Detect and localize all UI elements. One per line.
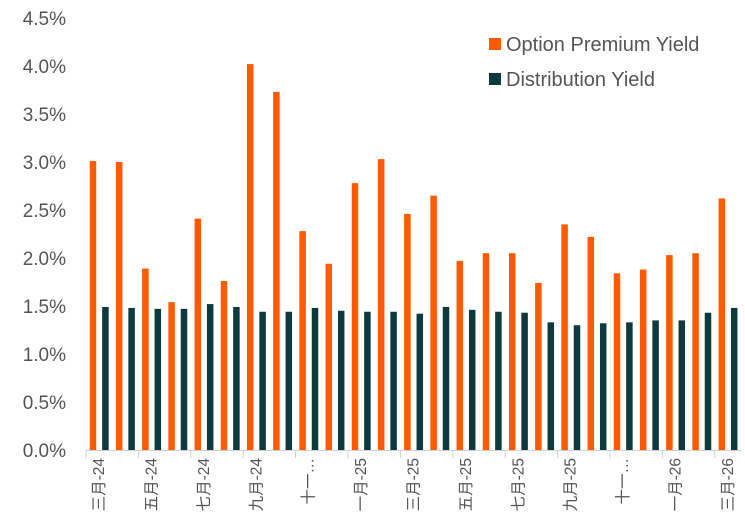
y-tick-label: 0.5% [23,393,66,414]
y-tick-label: 1.0% [23,345,66,366]
y-tick-label: 3.0% [23,153,66,174]
distribution-yield-bar [364,311,371,450]
distribution-yield-bar [652,320,659,450]
distribution-yield-bar [390,311,397,450]
x-axis: 三月-24 五月-24 七月-24 九月-24 十一… 一月-25 三月-25 五月-25 七月… [85,450,741,512]
option-premium-yield-bar [142,268,149,450]
option-premium-yield-bar [404,213,411,450]
option-premium-yield-bar [430,195,437,450]
bars [89,64,738,451]
y-tick-label: 1.5% [23,297,66,318]
y-tick-label: 3.5% [23,105,66,126]
option-premium-yield-bar [535,282,542,450]
distribution-yield-bar [337,310,345,450]
distribution-yield-bar [416,313,424,450]
distribution-yield-bar [442,306,450,450]
x-tick-label: 三月-24 [91,458,108,512]
option-premium-yield-bar [561,224,568,450]
distribution-yield-bar [495,311,502,450]
distribution-yield-bar [521,312,528,450]
option-premium-yield-bar [246,64,254,450]
option-premium-yield-bar [718,198,726,450]
distribution-yield-bar [704,312,712,450]
x-tick-label: 十一… [614,458,632,505]
x-tick-label: 三月-25 [406,458,423,511]
x-tick-label: 九月-25 [562,458,580,511]
option-premium-yield-bar [168,302,175,450]
x-tick-label: 十一… [300,458,318,505]
y-tick-label: 4.5% [23,9,66,30]
option-premium-yield-bar [692,253,699,450]
option-premium-yield-bar [508,253,516,450]
y-tick-label: 0.0% [23,441,66,462]
distribution-yield-bar [233,306,240,450]
distribution-yield-bar [468,309,476,450]
x-tick-label: 七月-24 [195,458,213,512]
distribution-yield-bar [626,322,633,450]
option-premium-yield-bar [273,91,280,451]
option-premium-yield-bar [639,269,647,450]
option-premium-yield-bar [220,281,228,450]
option-premium-yield-bar [299,231,306,450]
distribution-yield-bar [102,306,109,450]
option-premium-yield-bar [666,255,673,450]
option-premium-yield-bar [587,236,595,450]
distribution-yield-bar [573,325,581,450]
option-premium-yield-bar [194,218,202,450]
option-premium-yield-bar [89,161,97,451]
y-tick-label: 2.5% [23,201,66,222]
legend: Option Premium Yield Distribution Yield [489,34,699,91]
distribution-yield-bar [730,307,738,450]
option-premium-yield-bar [377,159,385,450]
legend-label: Option Premium Yield [506,34,699,56]
x-tick-label: 五月-24 [144,458,161,512]
distribution-yield-bar [259,311,266,450]
distribution-yield-bar [154,308,162,450]
distribution-yield-bar [599,323,607,450]
distribution-yield-bar [206,304,214,450]
option-premium-yield-bar [482,253,490,450]
distribution-yield-bar [285,311,293,450]
distribution-yield-bar [311,307,319,450]
x-tick-label: 一月-26 [668,458,685,511]
legend-swatch [489,38,501,50]
distribution-yield-bar [547,322,555,450]
option-premium-yield-bar [456,260,464,450]
option-premium-yield-bar [613,273,621,450]
x-tick-label: 三月-26 [720,458,737,511]
option-premium-yield-bar [325,263,333,450]
y-tick-label: 2.0% [23,249,66,270]
x-tick-label: 五月-25 [458,458,475,511]
y-tick-label: 4.0% [23,57,66,78]
legend-label: Distribution Yield [506,69,655,91]
distribution-yield-bar [180,308,188,450]
distribution-yield-bar [678,320,686,450]
legend-swatch [489,73,501,85]
x-tick-label: 七月-25 [509,458,527,511]
option-premium-yield-bar [351,183,359,450]
y-axis: 0.0% 0.5% 1.0% 1.5% 2.0% 2.5% 3.0% 3.5% 4.0% 4.5% [23,9,66,462]
x-tick-label: 一月-25 [353,458,370,511]
x-tick-label: 九月-24 [247,458,265,512]
distribution-yield-bar [128,307,135,450]
option-premium-yield-bar [115,162,123,450]
